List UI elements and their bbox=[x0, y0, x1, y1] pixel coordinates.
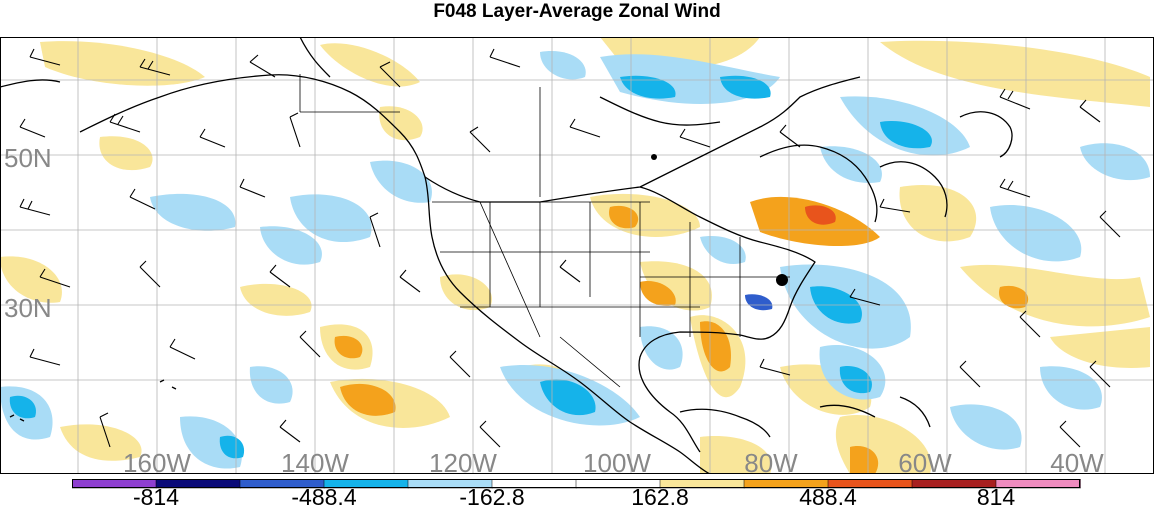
colorbar-swatches bbox=[72, 479, 1081, 489]
political-borders bbox=[299, 74, 790, 388]
colorbar-label-2: -488.4 bbox=[291, 484, 357, 510]
wind-shading bbox=[0, 37, 1150, 474]
lon-label-60w: 60W bbox=[898, 448, 952, 474]
station-marker bbox=[651, 154, 657, 160]
wind-barbs bbox=[19, 48, 1121, 448]
colorbar-label-5: 488.4 bbox=[799, 484, 857, 510]
lon-label-100w: 100W bbox=[583, 448, 651, 474]
lat-label-30n: 30N bbox=[4, 293, 52, 323]
lon-label-140w: 140W bbox=[281, 448, 349, 474]
lon-label-40w: 40W bbox=[1050, 448, 1104, 474]
chart-title: F048 Layer-Average Zonal Wind bbox=[433, 1, 721, 22]
storm-marker bbox=[776, 274, 788, 286]
north-america-coastline bbox=[0, 37, 1013, 474]
lon-label-120w: 120W bbox=[429, 448, 497, 474]
lat-label-50n: 50N bbox=[4, 143, 52, 173]
lon-label-80w: 80W bbox=[744, 448, 798, 474]
wind-map: 50N 30N 160W 140W 120W 100W 80W 60W 40W bbox=[0, 37, 1154, 474]
colorbar-label-4: 162.8 bbox=[631, 484, 689, 510]
colorbar-label-3: -162.8 bbox=[459, 484, 525, 510]
lon-label-160w: 160W bbox=[123, 448, 191, 474]
colorbar-label-6: 814 bbox=[976, 484, 1016, 510]
colorbar bbox=[72, 479, 1081, 489]
colorbar-label-1: -814 bbox=[132, 484, 180, 510]
